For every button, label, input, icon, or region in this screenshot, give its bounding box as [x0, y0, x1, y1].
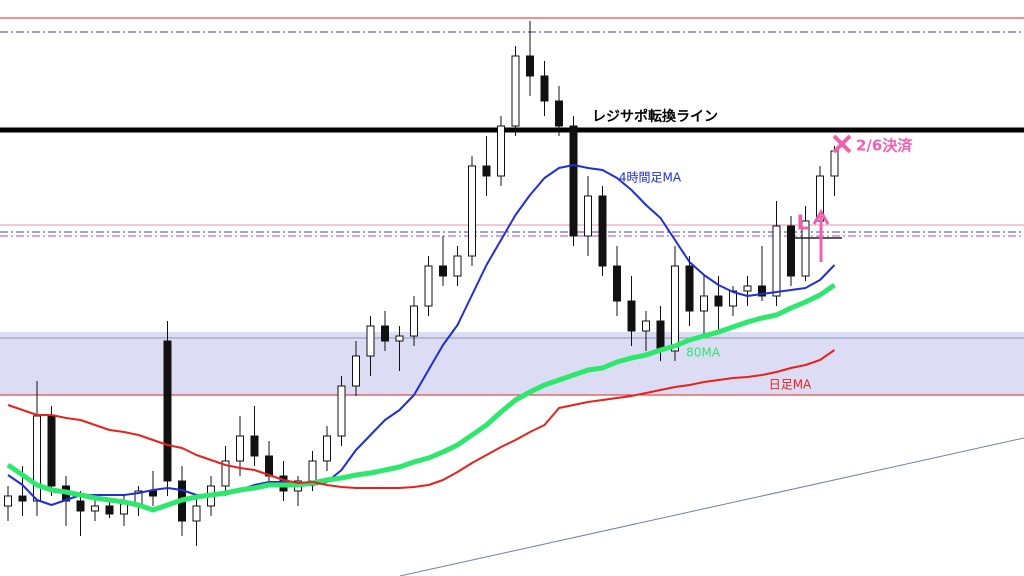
candle-body — [511, 55, 520, 127]
candle-body — [453, 255, 462, 277]
candle-body — [120, 503, 128, 515]
exit-cross — [832, 134, 852, 154]
series-label: 80MA — [686, 346, 721, 360]
candle-body — [47, 415, 56, 487]
moving-average — [6, 282, 836, 513]
candle-body — [772, 225, 781, 297]
candle-body — [584, 195, 592, 237]
candle-body — [758, 285, 766, 297]
candle-body — [685, 265, 694, 312]
candle-body — [221, 460, 230, 487]
candle-body — [105, 505, 114, 515]
candle-body — [366, 325, 375, 357]
candle-body — [250, 435, 259, 457]
candle-body — [308, 460, 317, 482]
candle-body — [526, 55, 534, 77]
candle-body — [424, 265, 433, 307]
candle-body — [555, 100, 563, 127]
candle-body — [830, 150, 839, 177]
candle-body — [265, 455, 273, 477]
candle-body — [801, 220, 810, 277]
moving-average — [7, 164, 836, 506]
candle-body — [627, 300, 636, 332]
trend-line — [399, 437, 1024, 576]
exit-label: 2/6決済 — [856, 137, 913, 155]
candle-body — [163, 340, 172, 482]
series-label: 日足MA — [769, 378, 812, 392]
series-label: 4時間足MA — [619, 171, 682, 185]
candle-body — [656, 320, 665, 352]
annotations: 4時間足MA 80MA 日足MA L 2/6決済 — [619, 134, 913, 392]
candle-body — [642, 320, 650, 332]
candle-body — [714, 295, 723, 307]
candle-body — [149, 490, 157, 497]
candle-body — [18, 495, 27, 502]
candle-body — [395, 335, 404, 342]
candle-body — [700, 295, 708, 312]
candle-body — [192, 505, 201, 522]
candle-body — [4, 495, 12, 507]
candle-body — [787, 225, 795, 277]
candle-body — [671, 265, 679, 352]
candle-body — [497, 125, 505, 177]
zone — [0, 332, 1024, 395]
candle-body — [743, 285, 752, 292]
candle-body — [540, 75, 549, 102]
candle-body — [468, 165, 476, 257]
candle-body — [236, 435, 244, 462]
moving-average — [7, 349, 836, 489]
candle-body — [439, 265, 447, 277]
candle-body — [323, 435, 331, 462]
candle-body — [613, 265, 621, 302]
level-label: レジサポ転換ライン — [592, 108, 718, 125]
candle-body — [598, 195, 607, 267]
candle-body — [381, 325, 389, 342]
entry-arrow — [812, 209, 830, 262]
candle-body — [569, 125, 578, 237]
candle-body — [91, 505, 99, 512]
entry-label: L — [797, 211, 810, 235]
candle-body — [76, 500, 85, 512]
candle-body — [352, 355, 360, 387]
candle-body — [337, 385, 346, 437]
candle-body — [482, 165, 491, 177]
candle-body — [410, 305, 418, 337]
